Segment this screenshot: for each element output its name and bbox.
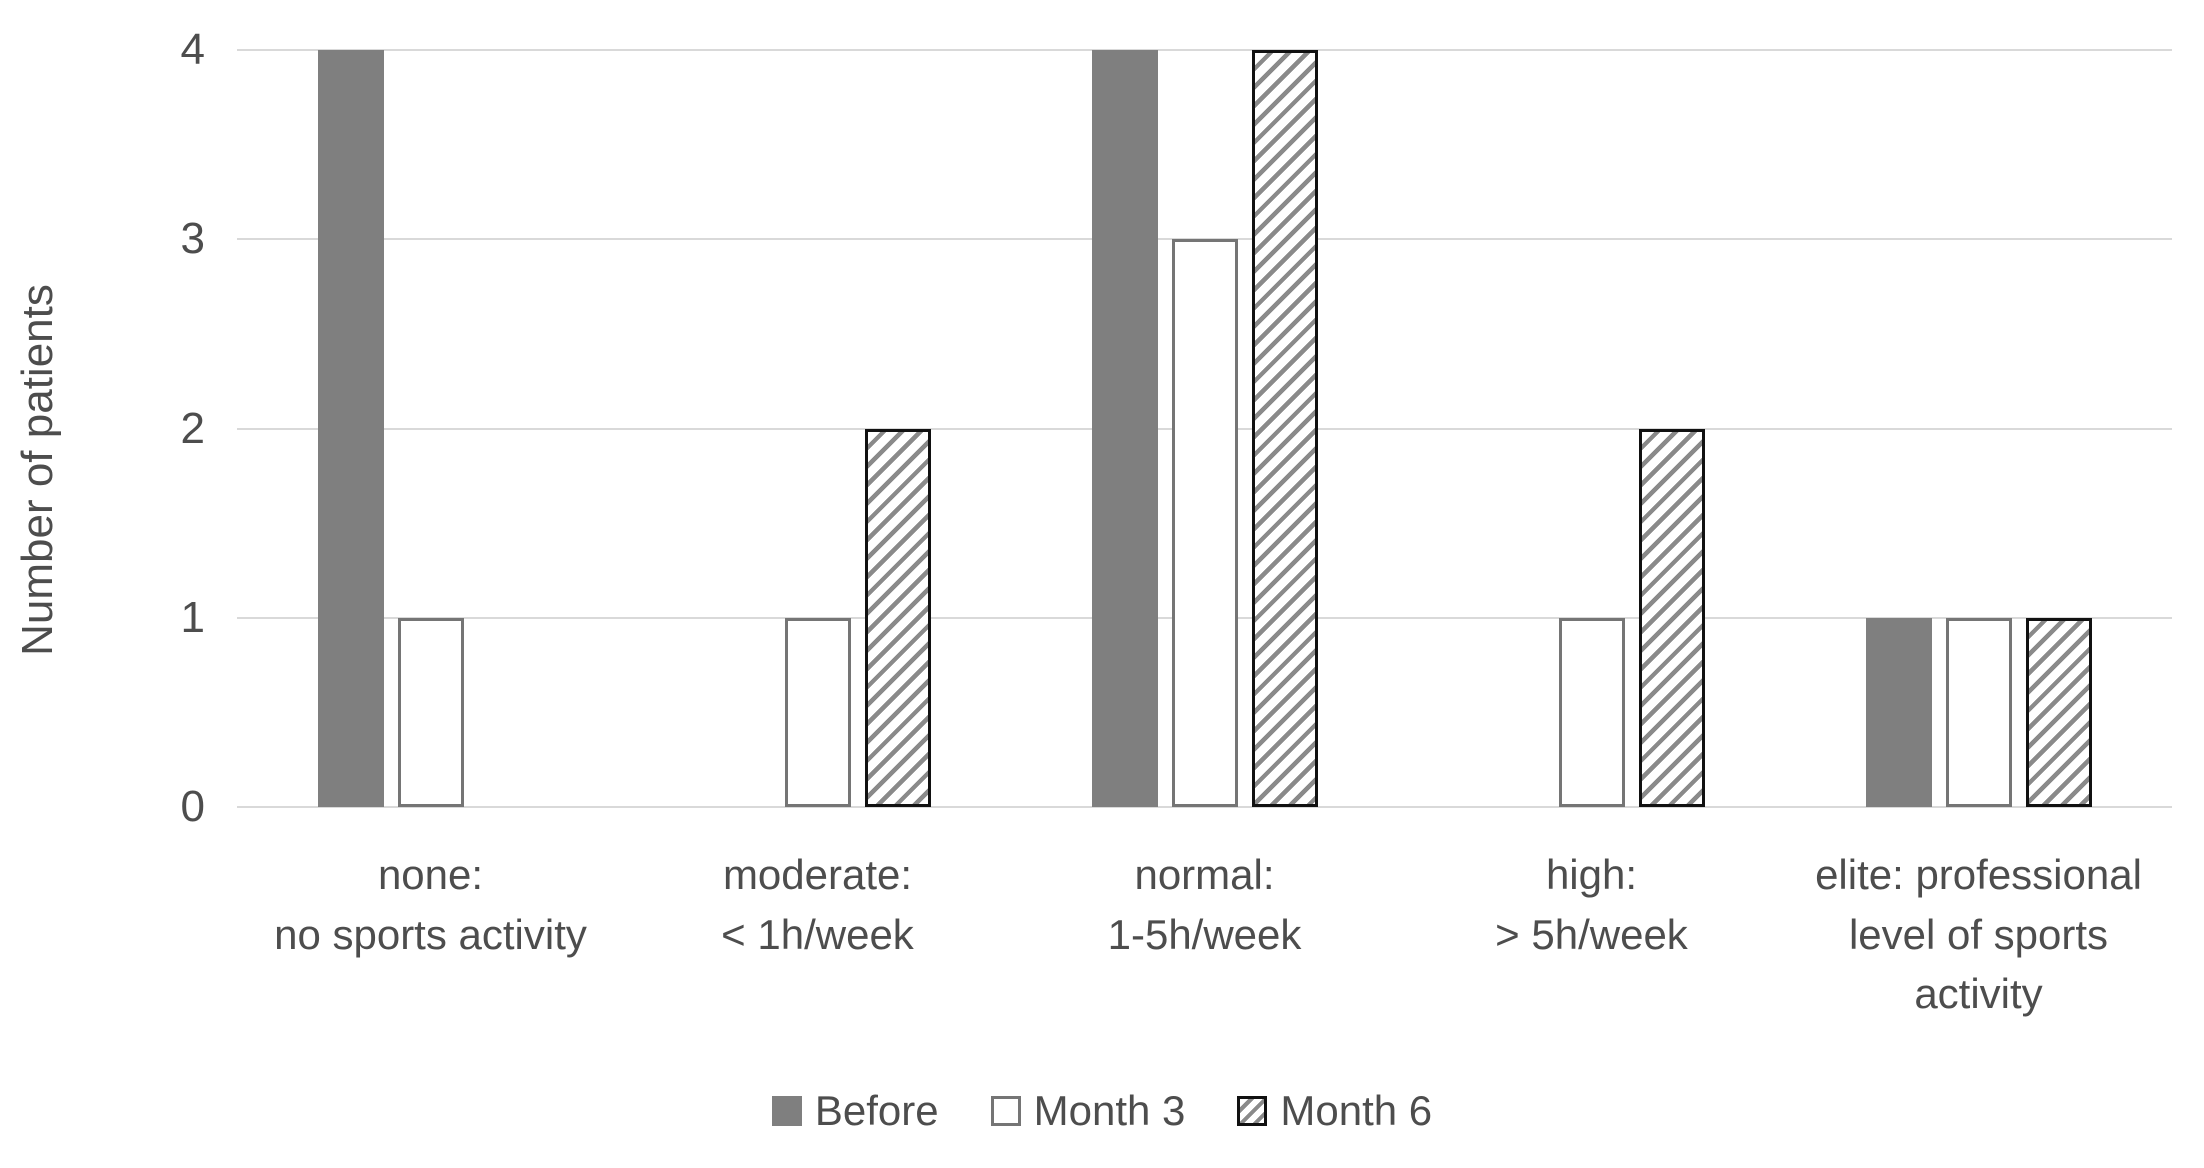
bar-slot	[1945, 50, 2012, 807]
bar-group-3	[1398, 50, 1785, 807]
bar-slot	[1251, 50, 1318, 807]
bar-slot	[864, 50, 931, 807]
gridline-0	[237, 806, 2172, 808]
gridline-4	[237, 49, 2172, 51]
bar-slot	[397, 50, 464, 807]
y-tick-label-2: 2	[180, 403, 205, 453]
x-axis-label-1: moderate: < 1h/week	[721, 851, 914, 958]
legend-label: Before	[814, 1087, 939, 1134]
bar-slot	[784, 50, 851, 807]
bar-month-3	[1558, 617, 1625, 807]
bar-slot	[705, 50, 771, 807]
x-axis-labels: none: no sports activity moderate: < 1h/w…	[237, 845, 2172, 1024]
bar-slot	[478, 50, 544, 807]
y-axis-tick-labels: 0 1 2 3 4	[0, 25, 205, 831]
legend-label: Month 3	[1033, 1087, 1186, 1134]
x-axis-label-0: none: no sports activity	[274, 851, 587, 958]
bar-slot	[1638, 50, 1705, 807]
bar-month-3	[1171, 239, 1238, 807]
bar-month-6	[1638, 428, 1705, 807]
bar-slot	[1865, 50, 1932, 807]
y-tick-label-4: 4	[180, 25, 205, 74]
bar-month-6	[864, 428, 931, 807]
legend-item-month-3: Month 3	[990, 1087, 1186, 1134]
bar-month-6	[1251, 50, 1318, 807]
x-axis-label-3: high: > 5h/week	[1495, 851, 1688, 958]
hatch-swatch-icon	[1237, 1096, 1268, 1126]
plot-area	[237, 49, 2172, 808]
bar-before	[317, 50, 384, 807]
bar-group-2	[1011, 50, 1398, 807]
x-axis-label-4: elite: professional level of sports acti…	[1815, 851, 2142, 1018]
outline-swatch-icon	[990, 1096, 1021, 1126]
y-tick-label-3: 3	[180, 214, 205, 264]
legend-label: Month 6	[1280, 1087, 1433, 1134]
bar-month-3	[1945, 617, 2012, 807]
legend: Before Month 3 Month 6	[0, 1090, 2204, 1132]
x-axis-label-2: normal: 1-5h/week	[1107, 851, 1302, 958]
bar-before	[1091, 50, 1158, 807]
bar-group-0	[237, 50, 624, 807]
y-tick-label-0: 0	[180, 782, 205, 831]
bar-slot	[1479, 50, 1545, 807]
y-tick-label-1: 1	[180, 592, 205, 642]
legend-item-month-6: Month 6	[1237, 1090, 1432, 1132]
bar-group-1	[624, 50, 1011, 807]
bar-group-4	[1785, 50, 2172, 807]
bar-slot	[1171, 50, 1238, 807]
bar-groups	[237, 50, 2172, 807]
bar-slot	[317, 50, 384, 807]
bar-slot	[1091, 50, 1158, 807]
solid-swatch-icon	[771, 1096, 802, 1126]
bar-month-6	[2025, 617, 2092, 807]
bar-month-3	[784, 617, 851, 807]
bar-before	[1865, 617, 1932, 807]
bar-slot	[2025, 50, 2092, 807]
bar-month-3	[397, 617, 464, 807]
bar-slot	[1558, 50, 1625, 807]
legend-item-before: Before	[771, 1087, 939, 1134]
